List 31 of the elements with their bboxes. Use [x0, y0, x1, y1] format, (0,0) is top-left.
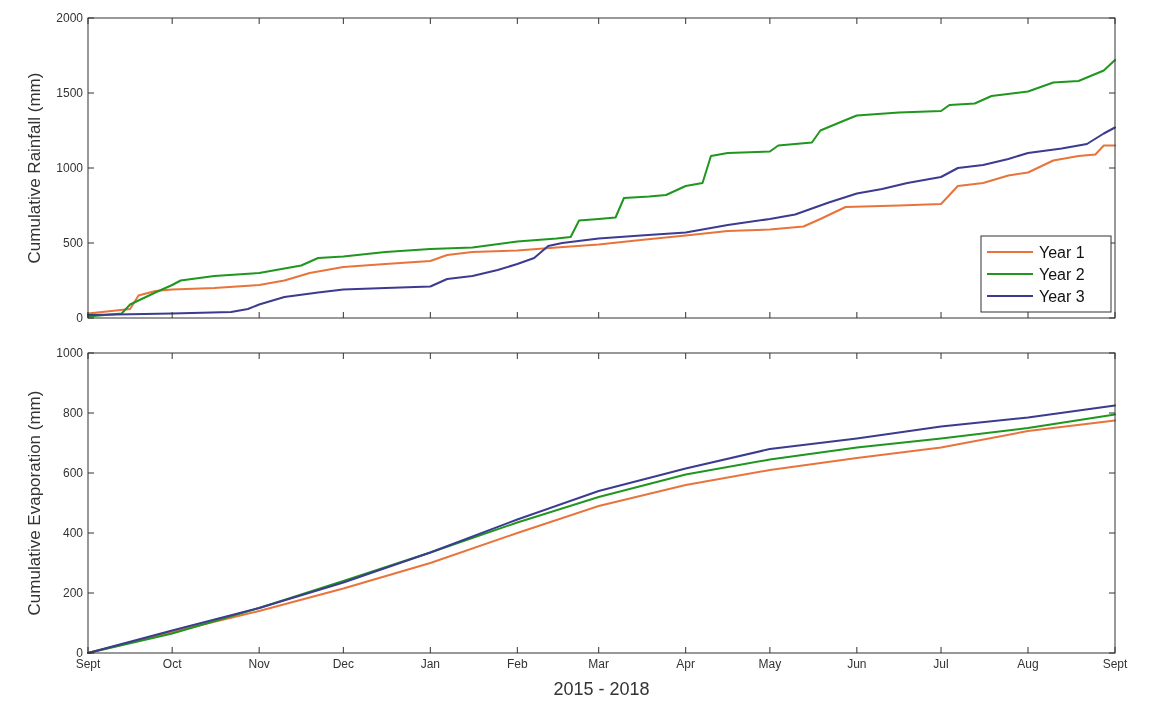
- x-tick-label: Oct: [162, 657, 183, 671]
- legend-label: Year 2: [1039, 266, 1085, 283]
- x-tick-label: Feb: [506, 657, 528, 671]
- y-tick-label: 800: [62, 406, 84, 420]
- legend-label: Year 3: [1039, 288, 1085, 305]
- x-tick-label: May: [758, 657, 782, 671]
- y-tick-label: 1000: [56, 161, 84, 175]
- y-tick-label: 500: [62, 236, 84, 250]
- x-axis-title: 2015 - 2018: [553, 679, 650, 699]
- y-axis-title: Cumulative Evaporation (mm): [25, 390, 44, 616]
- y-tick-label: 600: [62, 466, 84, 480]
- x-tick-label: Mar: [588, 657, 610, 671]
- x-tick-label: Jan: [420, 657, 441, 671]
- y-tick-label: 200: [62, 586, 84, 600]
- y-tick-label: 1000: [56, 346, 84, 360]
- x-tick-label: Dec: [332, 657, 355, 671]
- y-tick-label: 400: [62, 526, 84, 540]
- x-tick-label: Nov: [248, 657, 270, 671]
- x-tick-label: Sept: [1102, 657, 1129, 671]
- y-tick-label: 0: [76, 646, 84, 660]
- x-tick-label: Sept: [75, 657, 102, 671]
- y-tick-label: 1500: [56, 86, 84, 100]
- y-axis-title: Cumulative Rainfall (mm): [25, 72, 44, 264]
- line-series: [87, 59, 1116, 318]
- x-tick-label: Jul: [933, 657, 949, 671]
- legend-label: Year 1: [1039, 244, 1085, 261]
- x-tick-label: Aug: [1017, 657, 1039, 671]
- y-tick-label: 2000: [56, 11, 84, 25]
- y-tick-label: 0: [76, 311, 84, 325]
- x-tick-label: Apr: [676, 657, 696, 671]
- x-tick-label: Jun: [847, 657, 867, 671]
